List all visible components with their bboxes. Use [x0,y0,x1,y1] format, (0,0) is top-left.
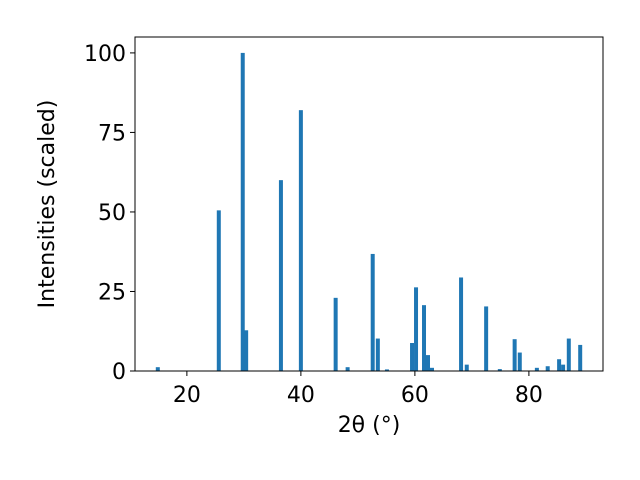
y-tick-label: 100 [84,42,126,67]
bar [512,339,517,371]
bar [578,344,583,371]
bar [155,367,160,371]
x-tick-label: 80 [515,383,543,408]
bar [497,369,502,371]
bar [422,305,427,371]
bar [298,110,303,372]
y-axis-label: Intensities (scaled) [35,100,60,309]
bar [384,369,389,371]
bar [216,210,221,371]
x-axis-label: 2θ (°) [338,413,401,438]
bar [333,297,338,371]
bar [484,306,489,371]
bar [534,367,539,371]
bar [244,330,249,371]
y-tick-label: 75 [98,121,126,146]
bar [545,366,550,371]
bar [240,52,245,372]
bar [425,355,430,371]
bar [410,343,415,371]
x-tick-label: 40 [287,383,315,408]
bar [278,180,283,371]
bar [464,364,469,371]
x-tick-label: 20 [173,383,201,408]
bar [459,277,464,371]
y-tick-label: 25 [98,280,126,305]
bar [561,364,566,371]
x-tick-label: 60 [401,383,429,408]
y-tick-label: 50 [98,201,126,226]
bar [370,253,375,371]
bar [345,367,350,371]
bar [429,367,434,371]
bar [566,338,571,371]
bar [517,352,522,371]
y-tick-label: 0 [112,360,126,385]
plot-frame [134,36,604,372]
bar [414,287,419,371]
bar [375,338,380,371]
bar [557,359,562,371]
